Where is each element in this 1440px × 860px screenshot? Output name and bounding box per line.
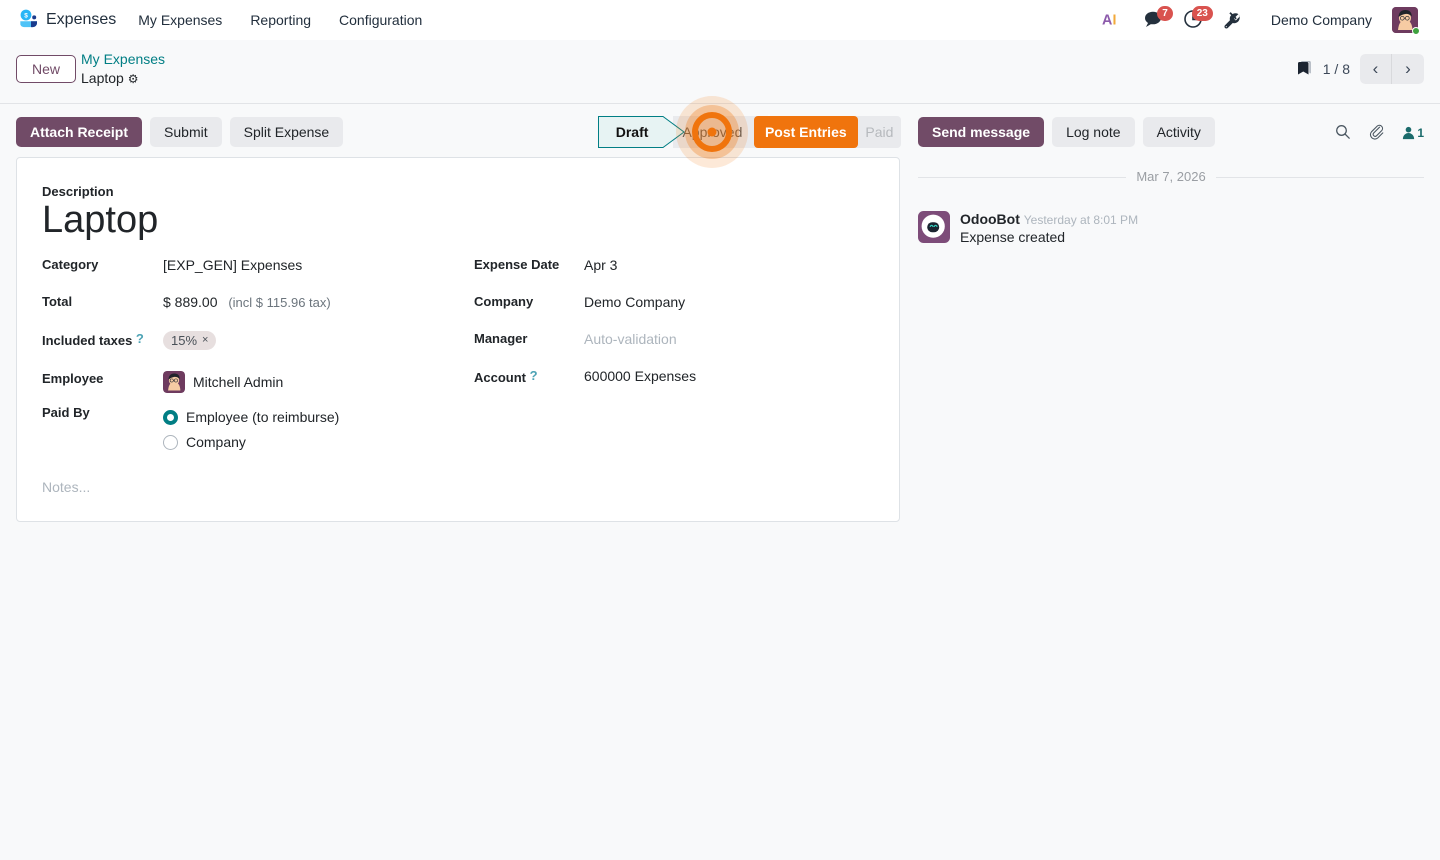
svg-text:$: $ xyxy=(24,13,28,20)
svg-text:A: A xyxy=(1102,12,1112,28)
svg-text:I: I xyxy=(1112,12,1116,28)
